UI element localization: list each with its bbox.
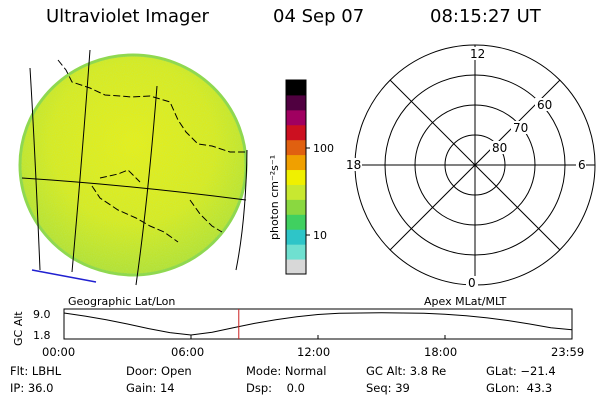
ip-status: IP: 36.0 (10, 381, 54, 395)
colorbar-swatch (286, 184, 306, 200)
coastline (99, 169, 141, 183)
label-bg (490, 141, 508, 154)
mode-status: Mode: Normal (246, 364, 327, 378)
lat-label: 70 (513, 121, 528, 135)
colorbar-swatch (286, 259, 306, 275)
uv-disk-texture (21, 56, 245, 274)
dsp-status: Dsp: 0.0 (246, 381, 305, 395)
app-title: Ultraviolet Imager (46, 6, 209, 27)
label-bg (535, 98, 553, 111)
meridian-line (29, 67, 41, 271)
x-tick-label: 12:00 (297, 345, 331, 359)
colorbar (286, 80, 306, 275)
colorbar-swatch (286, 244, 306, 260)
colorbar-tick-label: 100 (313, 142, 334, 155)
altitude-chart: 9.0 1.8 GC Alt (12, 308, 573, 346)
door-status: Door: Open (126, 364, 192, 378)
gc-alt-status: GC Alt: 3.8 Re (366, 364, 447, 378)
coastline (57, 59, 246, 153)
colorbar-swatch (286, 94, 306, 111)
meridian-line (71, 49, 91, 273)
label-bg (468, 47, 484, 60)
y-axis-label: GC Alt (12, 311, 25, 346)
uv-image (18, 49, 248, 286)
polar-diagonal (389, 79, 561, 251)
colorbar-frame (285, 79, 307, 275)
lat-label: 80 (492, 141, 507, 155)
colorbar-swatch (286, 139, 306, 156)
mlt-label-top: 12 (470, 47, 485, 61)
mlt-label-right: 6 (578, 158, 586, 172)
filter-status: Flt: LBHL (10, 364, 62, 378)
glon-status: GLon: 43.3 (486, 381, 553, 395)
meridian-line (135, 85, 158, 286)
colorbar-tick-label: 10 (313, 229, 327, 242)
label-bg (466, 276, 478, 289)
polar-panel-label: Apex MLat/MLT (424, 295, 507, 308)
left-panel-label: Geographic Lat/Lon (68, 295, 175, 308)
limb-marker (31, 269, 97, 283)
colorbar-swatch (286, 154, 306, 171)
coastline (189, 199, 223, 233)
colorbar-swatch (286, 229, 306, 245)
x-tick-label: 18:00 (424, 345, 458, 359)
x-tick-label: 00:00 (42, 345, 76, 359)
seq-status: Seq: 39 (366, 381, 410, 395)
y-tick-label: 9.0 (33, 308, 51, 321)
x-tick-label: 06:00 (171, 345, 205, 359)
altitude-series-line (63, 312, 573, 336)
colorbar-swatch (286, 214, 306, 230)
meridian-line (235, 149, 248, 271)
y-tick-label: 1.8 (33, 329, 51, 342)
parallel-line (21, 177, 247, 201)
label-bg (576, 158, 586, 171)
mlt-label-bottom: 0 (468, 276, 476, 290)
polar-plot (354, 44, 596, 286)
coastlines (57, 59, 246, 243)
date-label: 04 Sep 07 (273, 6, 365, 27)
colorbar-swatch (286, 199, 306, 215)
altitude-chart-frame (63, 308, 573, 340)
colorbar-swatch (286, 80, 306, 96)
label-bg (511, 121, 529, 134)
colorbar-swatch (286, 109, 306, 126)
coastline (91, 185, 179, 243)
gain-status: Gain: 14 (126, 381, 175, 395)
lat-label: 60 (537, 98, 552, 112)
colorbar-unit-label: photon cm⁻²s⁻¹ (268, 155, 281, 240)
mlt-label-left: 18 (346, 158, 361, 172)
label-bg (344, 158, 362, 171)
geo-grid (21, 49, 248, 286)
x-tick-label: 23:59 (551, 345, 585, 359)
colorbar-swatch (286, 169, 306, 185)
glat-status: GLat: −21.4 (486, 364, 556, 378)
colorbar-swatch (286, 124, 306, 141)
time-label: 08:15:27 UT (430, 6, 541, 27)
